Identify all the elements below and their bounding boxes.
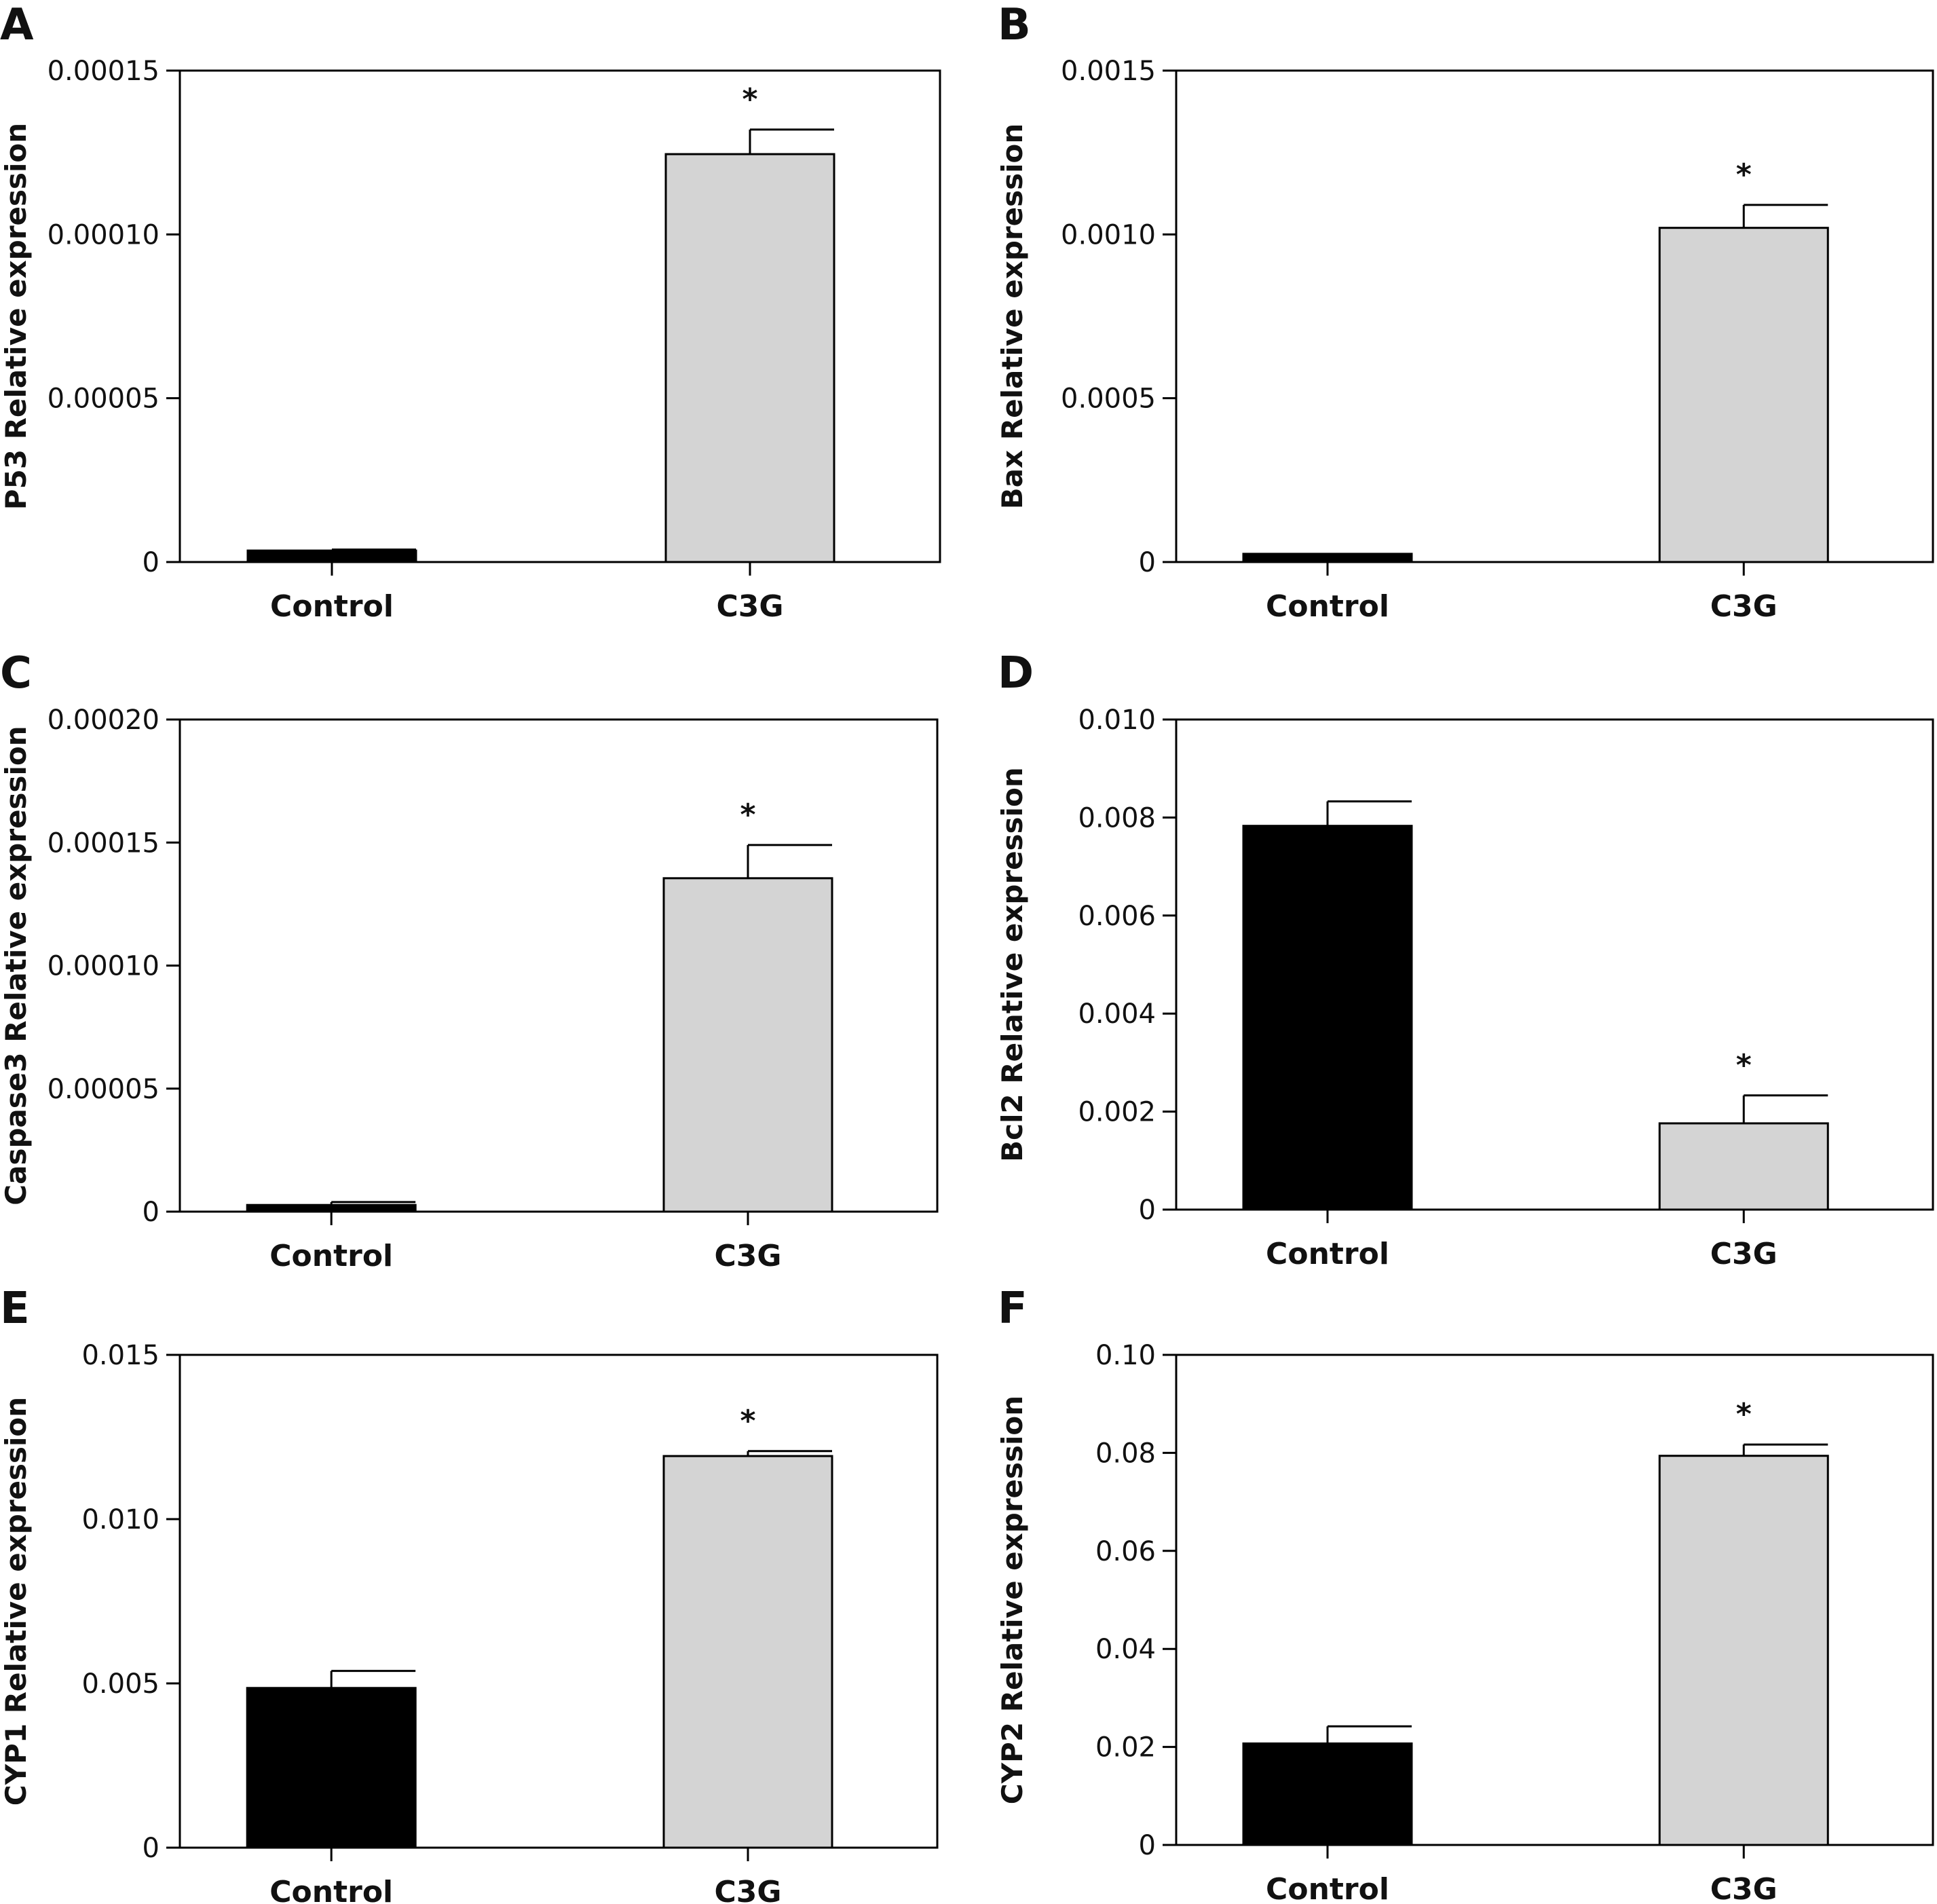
y-tick-label: 0.0005 bbox=[1061, 384, 1156, 415]
x-tick-label: C3G bbox=[716, 589, 783, 624]
panel-letter: C bbox=[0, 648, 32, 698]
y-tick-label: 0 bbox=[1139, 1195, 1156, 1226]
bar-control bbox=[246, 549, 417, 563]
x-tick-label: Control bbox=[269, 1875, 393, 1904]
plot-frame bbox=[1175, 1354, 1934, 1846]
panel-letter: A bbox=[0, 0, 34, 50]
y-axis-title: CYP2 Relative expression bbox=[996, 1396, 1029, 1804]
y-tick-label: 0.00010 bbox=[48, 219, 159, 250]
significance-marker: * bbox=[742, 82, 757, 117]
panel-letter: D bbox=[998, 648, 1034, 698]
y-tick-label: 0.00005 bbox=[48, 1074, 159, 1105]
y-tick-label: 0.015 bbox=[81, 1340, 159, 1371]
x-tick-label: C3G bbox=[1710, 1237, 1778, 1271]
significance-marker: * bbox=[740, 1404, 755, 1438]
y-tick-label: 0 bbox=[1139, 547, 1156, 578]
significance-marker: * bbox=[740, 798, 755, 832]
y-tick-label: 0.00010 bbox=[48, 951, 159, 982]
y-tick-label: 0.00005 bbox=[48, 384, 159, 415]
y-tick-label: 0.0015 bbox=[1061, 56, 1156, 87]
y-axis-title: P53 Relative expression bbox=[0, 123, 33, 510]
y-axis-title: Caspase3 Relative expression bbox=[0, 726, 33, 1205]
panel-letter: F bbox=[998, 1284, 1028, 1334]
y-tick-label: 0.010 bbox=[81, 1504, 159, 1535]
y-tick-label: 0.00015 bbox=[48, 56, 159, 87]
x-tick-label: Control bbox=[270, 589, 394, 624]
bar-control bbox=[1242, 825, 1413, 1211]
bar-c3g bbox=[664, 153, 835, 563]
chart-panel-f: F 0 0.02 0.04 0.06 0.08 0.10 CYP2 Relative expr… bbox=[996, 1284, 1934, 1904]
y-tick-label: 0.02 bbox=[1095, 1732, 1156, 1763]
x-tick-label: Control bbox=[1266, 589, 1389, 624]
significance-marker: * bbox=[1736, 1048, 1752, 1083]
bar-control bbox=[246, 1203, 417, 1213]
chart-panel-a: A 0 0.00005 0.00010 0.00015 P53 Relative expr… bbox=[0, 0, 941, 624]
x-tick-label: Control bbox=[1266, 1237, 1389, 1271]
bar-control bbox=[1242, 553, 1413, 563]
x-tick-label: C3G bbox=[714, 1239, 781, 1273]
x-tick-label: C3G bbox=[1710, 589, 1778, 624]
plot-frame bbox=[1175, 69, 1934, 563]
y-axis-title: Bax Relative expression bbox=[996, 124, 1029, 510]
bar-c3g bbox=[1658, 1455, 1829, 1846]
y-tick-label: 0 bbox=[143, 1197, 159, 1228]
y-tick-label: 0 bbox=[143, 1833, 159, 1864]
bar-c3g bbox=[662, 877, 833, 1213]
x-tick-label: C3G bbox=[1710, 1872, 1778, 1904]
y-tick-label: 0.08 bbox=[1095, 1438, 1156, 1469]
x-tick-label: Control bbox=[269, 1239, 393, 1273]
y-tick-label: 0.008 bbox=[1078, 802, 1156, 834]
y-axis-title: CYP1 Relative expression bbox=[0, 1397, 33, 1806]
panel-letter: E bbox=[0, 1284, 30, 1334]
y-tick-label: 0 bbox=[143, 547, 159, 578]
y-tick-label: 0.00015 bbox=[48, 827, 159, 859]
significance-marker: * bbox=[1736, 1397, 1752, 1432]
y-axis-title: Bcl2 Relative expression bbox=[996, 767, 1029, 1162]
bar-control bbox=[1242, 1742, 1413, 1846]
chart-panel-d: D 0 0.002 0.004 0.006 0.008 0.010 Bcl2 Relative… bbox=[996, 648, 1934, 1271]
bar-control bbox=[246, 1687, 417, 1849]
chart-panel-b: B 0 0.0005 0.0010 0.0015 Bax Relative express… bbox=[996, 0, 1934, 624]
y-tick-label: 0.004 bbox=[1078, 998, 1156, 1030]
y-tick-label: 0.0010 bbox=[1061, 219, 1156, 250]
y-tick-label: 0.002 bbox=[1078, 1097, 1156, 1128]
significance-marker: * bbox=[1736, 157, 1752, 192]
bar-c3g bbox=[1658, 227, 1829, 563]
x-tick-label: Control bbox=[1266, 1872, 1389, 1904]
plot-frame bbox=[1175, 718, 1934, 1211]
plot-frame bbox=[178, 69, 941, 563]
y-tick-label: 0.06 bbox=[1095, 1536, 1156, 1567]
bar-c3g bbox=[1658, 1122, 1829, 1211]
y-tick-label: 0.00020 bbox=[48, 705, 159, 736]
y-tick-label: 0 bbox=[1139, 1830, 1156, 1861]
panel-letter: B bbox=[998, 0, 1031, 50]
chart-panel-c: C 0 0.00005 0.00010 0.00015 0.00020 Caspase3 R… bbox=[0, 648, 939, 1273]
x-tick-label: C3G bbox=[714, 1875, 781, 1904]
y-tick-label: 0.04 bbox=[1095, 1634, 1156, 1665]
y-tick-label: 0.10 bbox=[1095, 1340, 1156, 1371]
y-tick-label: 0.005 bbox=[81, 1668, 159, 1700]
y-tick-label: 0.010 bbox=[1078, 705, 1156, 736]
plot-frame bbox=[178, 1354, 939, 1849]
chart-panel-e: E 0 0.005 0.010 0.015 CYP1 Relative expressio… bbox=[0, 1284, 939, 1904]
y-tick-label: 0.006 bbox=[1078, 901, 1156, 932]
bar-c3g bbox=[662, 1455, 833, 1849]
